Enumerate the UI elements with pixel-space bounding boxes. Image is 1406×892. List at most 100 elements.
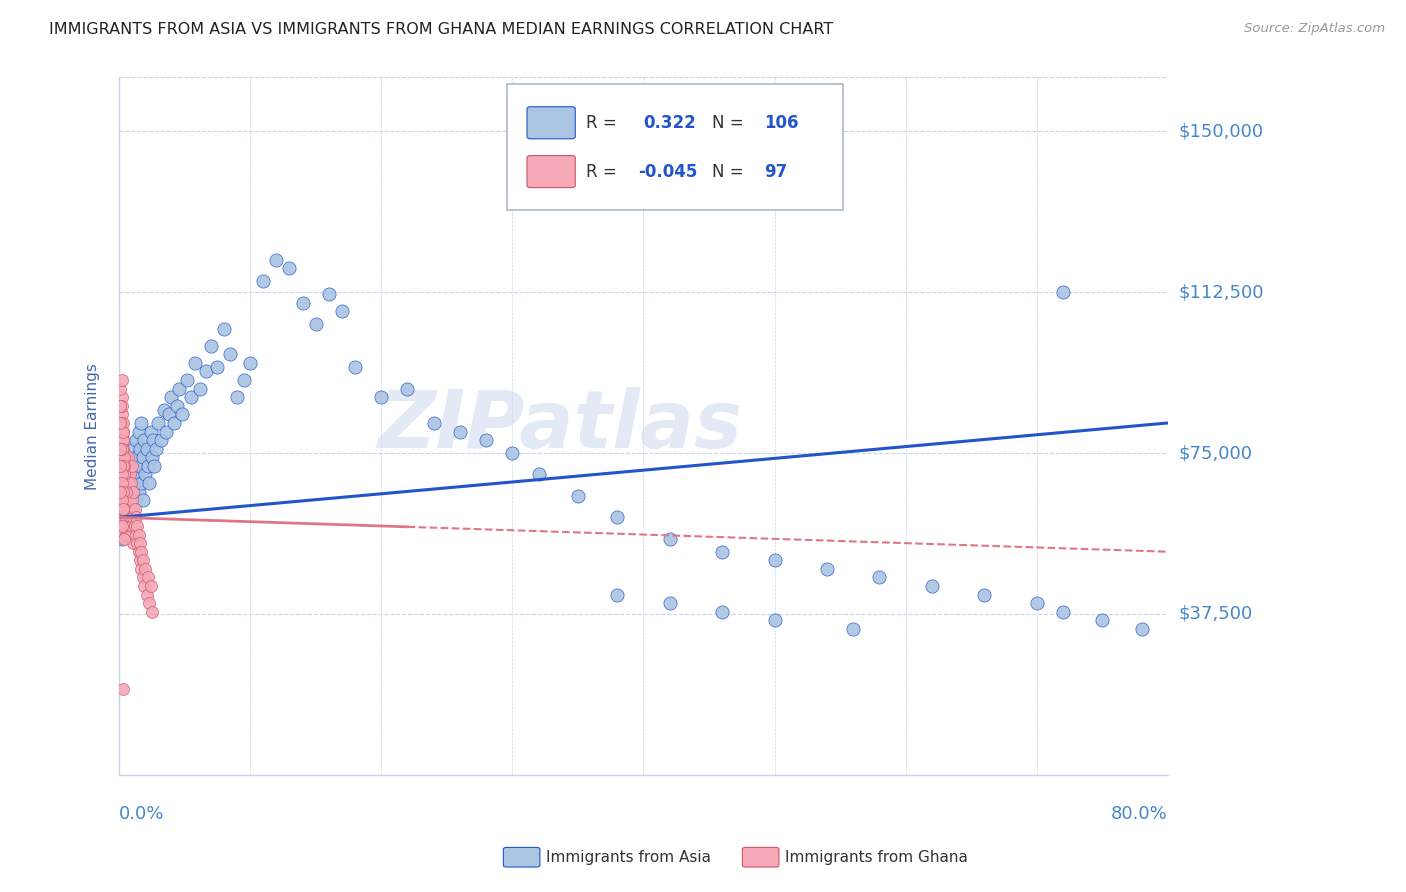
Text: 0.0%: 0.0% xyxy=(120,805,165,823)
Point xyxy=(567,489,589,503)
Point xyxy=(160,390,183,404)
Point xyxy=(291,295,314,310)
Point xyxy=(121,493,143,508)
Point xyxy=(163,416,186,430)
Point xyxy=(125,510,148,524)
Point xyxy=(150,433,173,447)
Text: 97: 97 xyxy=(763,162,787,180)
Point xyxy=(114,510,136,524)
Point xyxy=(111,373,134,387)
Point xyxy=(658,532,681,546)
Point xyxy=(110,467,132,482)
Point xyxy=(122,467,145,482)
FancyBboxPatch shape xyxy=(527,107,575,139)
Point xyxy=(122,442,145,456)
Point xyxy=(124,519,146,533)
Point xyxy=(120,519,142,533)
Point xyxy=(134,562,156,576)
Point xyxy=(111,510,134,524)
Point xyxy=(114,501,136,516)
Point xyxy=(127,467,149,482)
Point xyxy=(110,442,132,456)
Point xyxy=(120,527,142,541)
Point xyxy=(120,476,142,491)
Point xyxy=(1091,614,1114,628)
Point xyxy=(117,501,139,516)
Point xyxy=(1052,285,1074,299)
Point xyxy=(121,458,143,473)
Point xyxy=(114,450,136,465)
Point xyxy=(212,321,235,335)
Point xyxy=(111,682,134,697)
Point xyxy=(1052,605,1074,619)
Point xyxy=(278,261,301,276)
Point xyxy=(120,501,142,516)
Point xyxy=(110,399,132,413)
Point xyxy=(131,570,153,584)
Point xyxy=(131,416,153,430)
Point xyxy=(111,467,134,482)
Point xyxy=(115,493,138,508)
Point xyxy=(111,433,134,447)
Point xyxy=(111,501,134,516)
Point xyxy=(658,596,681,610)
Point xyxy=(111,484,134,499)
Point xyxy=(129,536,152,550)
Point xyxy=(112,458,135,473)
Point xyxy=(124,458,146,473)
Point xyxy=(111,416,134,430)
Point xyxy=(115,458,138,473)
Text: 0.322: 0.322 xyxy=(644,114,696,132)
Point xyxy=(111,399,134,413)
Point xyxy=(121,476,143,491)
Point xyxy=(973,588,995,602)
Point xyxy=(129,553,152,567)
Point xyxy=(180,390,202,404)
Point xyxy=(129,458,152,473)
Point xyxy=(815,562,838,576)
Point xyxy=(135,442,157,456)
Point xyxy=(136,458,159,473)
Point xyxy=(111,442,134,456)
Point xyxy=(921,579,943,593)
Point xyxy=(131,562,153,576)
Point xyxy=(118,510,141,524)
Point xyxy=(170,408,193,422)
Point xyxy=(763,553,786,567)
Point xyxy=(112,489,135,503)
Text: R =: R = xyxy=(586,162,616,180)
Point xyxy=(127,450,149,465)
Point xyxy=(111,390,134,404)
Text: Immigrants from Ghana: Immigrants from Ghana xyxy=(785,850,967,864)
Point xyxy=(128,425,150,439)
Point xyxy=(138,476,160,491)
Point xyxy=(139,425,162,439)
Point xyxy=(110,458,132,473)
Point xyxy=(128,545,150,559)
Point xyxy=(122,536,145,550)
Point xyxy=(1130,622,1153,636)
Point xyxy=(112,532,135,546)
Text: Immigrants from Asia: Immigrants from Asia xyxy=(546,850,710,864)
Point xyxy=(239,356,262,370)
Point xyxy=(124,501,146,516)
Point xyxy=(115,519,138,533)
Point xyxy=(200,339,222,353)
Text: 80.0%: 80.0% xyxy=(1111,805,1168,823)
Point xyxy=(132,579,155,593)
Point xyxy=(142,433,165,447)
Point xyxy=(110,382,132,396)
Point xyxy=(120,493,142,508)
Point xyxy=(125,433,148,447)
Point xyxy=(527,467,550,482)
Point xyxy=(127,536,149,550)
Point xyxy=(422,416,444,430)
Point xyxy=(396,382,419,396)
Point xyxy=(111,476,134,491)
Point xyxy=(143,458,166,473)
Point xyxy=(169,382,191,396)
Text: $150,000: $150,000 xyxy=(1180,122,1264,140)
Point xyxy=(115,493,138,508)
Point xyxy=(114,484,136,499)
Point xyxy=(226,390,249,404)
